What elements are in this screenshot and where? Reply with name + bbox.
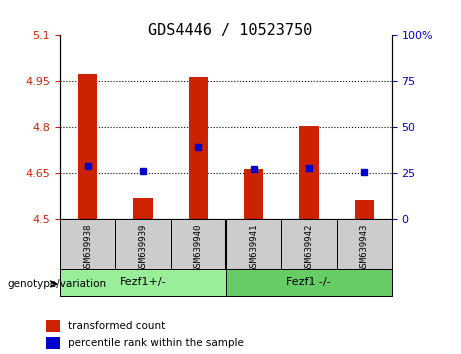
FancyBboxPatch shape — [171, 219, 226, 269]
Text: Fezf1 -/-: Fezf1 -/- — [286, 277, 331, 287]
Text: transformed count: transformed count — [68, 321, 165, 331]
Text: GDS4446 / 10523750: GDS4446 / 10523750 — [148, 23, 313, 38]
Bar — [46, 320, 60, 332]
FancyBboxPatch shape — [115, 219, 171, 269]
Text: genotype/variation: genotype/variation — [7, 279, 106, 289]
FancyBboxPatch shape — [281, 219, 337, 269]
Bar — [78, 74, 97, 219]
Text: Fezf1+/-: Fezf1+/- — [119, 277, 166, 287]
FancyBboxPatch shape — [60, 269, 226, 296]
Bar — [355, 200, 374, 219]
Text: GSM639941: GSM639941 — [249, 223, 258, 272]
Bar — [299, 126, 319, 219]
Bar — [133, 198, 153, 219]
Bar — [46, 337, 60, 349]
Text: GSM639943: GSM639943 — [360, 223, 369, 272]
Text: GSM639938: GSM639938 — [83, 223, 92, 272]
FancyBboxPatch shape — [60, 219, 115, 269]
FancyBboxPatch shape — [226, 269, 392, 296]
FancyBboxPatch shape — [226, 219, 281, 269]
Text: GSM639939: GSM639939 — [138, 223, 148, 272]
Bar — [244, 169, 263, 219]
Text: GSM639942: GSM639942 — [304, 223, 313, 272]
Text: GSM639940: GSM639940 — [194, 223, 203, 272]
Text: percentile rank within the sample: percentile rank within the sample — [68, 338, 244, 348]
Bar — [189, 77, 208, 219]
FancyBboxPatch shape — [337, 219, 392, 269]
